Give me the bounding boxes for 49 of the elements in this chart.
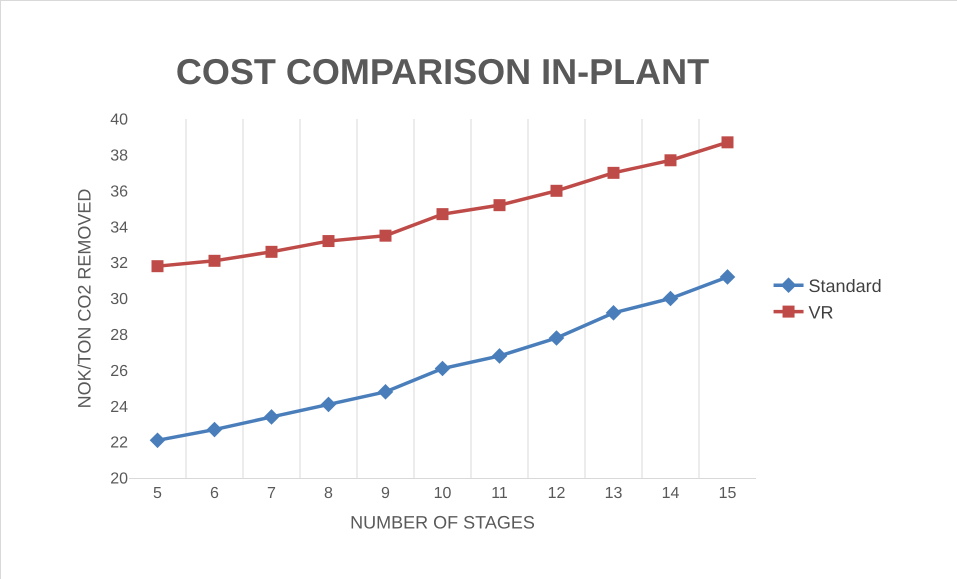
point <box>320 396 336 412</box>
point <box>722 136 734 148</box>
x-tick-label: 14 <box>662 485 680 502</box>
y-tick-label: 26 <box>110 362 128 380</box>
x-tick-label: 13 <box>604 485 622 502</box>
point <box>208 254 220 267</box>
y-tick-label: 30 <box>110 291 128 308</box>
y-tick-label: 38 <box>110 148 128 164</box>
point <box>436 208 448 220</box>
point <box>550 184 562 197</box>
point <box>150 432 166 448</box>
point <box>266 246 278 258</box>
point <box>434 360 450 376</box>
point <box>662 290 678 306</box>
point <box>606 305 622 321</box>
x-tick-label: 8 <box>324 485 334 502</box>
chart-title: COST COMPARISON IN-PLANT <box>176 51 710 92</box>
y-tick-label: 28 <box>110 327 128 344</box>
legend-label: VR <box>808 302 834 323</box>
point <box>494 199 506 212</box>
legend-label: Standard <box>808 276 882 296</box>
y-tick-label: 34 <box>110 219 128 236</box>
point <box>264 409 280 425</box>
point <box>380 230 392 242</box>
x-tick-label: 11 <box>491 485 508 502</box>
point <box>720 269 736 285</box>
y-tick-label: 24 <box>110 398 128 416</box>
x-tick-label: 12 <box>548 485 566 502</box>
x-tick-label: 10 <box>434 485 452 502</box>
x-tick-label: 9 <box>381 485 390 502</box>
point <box>152 260 164 272</box>
y-tick-label: 22 <box>110 434 128 452</box>
point <box>548 330 564 346</box>
point <box>608 166 620 179</box>
y-tick-label: 20 <box>110 470 128 488</box>
x-tick-label: 15 <box>718 485 736 502</box>
y-tick-label: 36 <box>110 183 128 200</box>
x-tick-label: 5 <box>153 485 162 502</box>
point <box>206 422 222 438</box>
point <box>322 235 334 248</box>
y-tick-label: 40 <box>110 112 128 129</box>
point <box>492 348 508 364</box>
y-tick-label: 32 <box>110 255 128 272</box>
x-axis-title: NUMBER OF STAGES <box>350 512 535 532</box>
x-tick-label: 6 <box>210 485 220 502</box>
point <box>664 154 676 166</box>
y-axis-title: NOK/TON CO2 REMOVED <box>74 188 94 408</box>
x-tick-label: 7 <box>267 485 276 502</box>
point <box>378 384 394 400</box>
